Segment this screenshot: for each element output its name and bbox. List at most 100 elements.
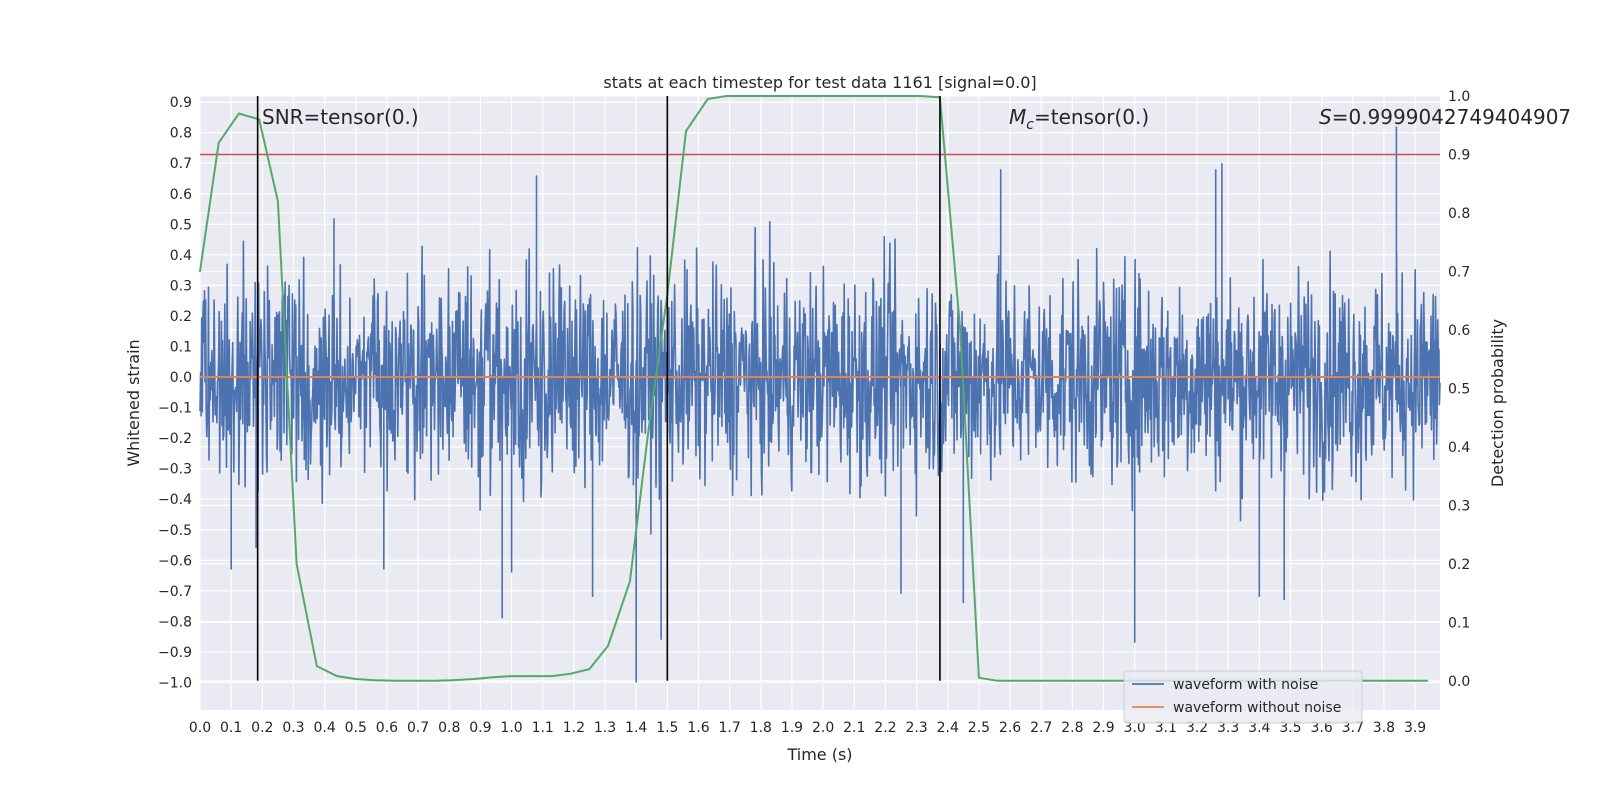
s-symbol: S [1319, 105, 1332, 129]
detection-point [881, 95, 884, 97]
y-tick-label: 0.5 [170, 217, 192, 233]
legend-label-clean: waveform without noise [1173, 700, 1341, 716]
x-tick-label: 0.1 [220, 720, 242, 736]
detection-point [763, 95, 765, 97]
detection-point [373, 679, 376, 681]
x-tick-label: 0.0 [189, 720, 211, 736]
x-tick-label: 3.8 [1373, 720, 1395, 736]
detection-point [569, 672, 572, 675]
snr-annotation: SNR=tensor(0.) [262, 105, 419, 129]
y-tick-label: 0.0 [170, 370, 192, 386]
y2-tick-label: 1.0 [1448, 89, 1470, 105]
y2-tick-label: 0.7 [1448, 264, 1470, 280]
x-tick-label: 2.8 [1061, 720, 1083, 736]
y-tick-label: −0.3 [158, 462, 192, 478]
x-tick-label: 2.6 [999, 720, 1021, 736]
y2-tick-label: 0.9 [1448, 147, 1470, 163]
detection-point [199, 270, 201, 273]
detection-point [316, 665, 318, 667]
y2-tick-label: 0.1 [1448, 615, 1470, 631]
x-tick-label: 0.3 [282, 720, 304, 736]
detection-point [1367, 679, 1370, 682]
detection-point [647, 428, 650, 431]
x-tick-label: 1.0 [500, 720, 522, 736]
x-tick-label: 2.3 [905, 720, 927, 736]
x-tick-label: 3.3 [1217, 720, 1239, 736]
y-tick-label: −0.8 [158, 614, 192, 630]
detection-point [354, 678, 357, 680]
detection-point [900, 95, 902, 97]
detection-point [451, 679, 454, 681]
detection-point [277, 200, 279, 203]
detection-point [258, 118, 260, 121]
mc-subscript: c [1026, 117, 1034, 133]
x-axis-label: Time (s) [786, 745, 852, 764]
detection-point [588, 668, 591, 670]
y2-tick-label: 0.2 [1448, 557, 1470, 573]
detection-point [510, 675, 513, 677]
detection-point [295, 563, 298, 565]
y2-tick-label: 0.6 [1448, 323, 1470, 339]
x-tick-label: 0.4 [313, 720, 335, 736]
detection-point [707, 98, 709, 100]
y-axis-label: Whitened strain [124, 339, 143, 466]
y-tick-label: −0.5 [158, 523, 192, 539]
detection-point [1115, 679, 1117, 682]
event-markers [256, 96, 941, 681]
detection-point [1037, 679, 1039, 682]
y-tick-labels: 0.9 0.8 0.7 0.6 0.5 0.4 0.3 0.2 0.1 0.0 −0.1 −0.2 −0… [158, 95, 192, 691]
detection-point [1096, 679, 1099, 682]
x-tick-label: 1.2 [563, 720, 585, 736]
x-tick-labels: 0.0 0.1 0.2 0.3 0.4 0.5 0.6 0.7 0.8 0.9 1.0 1.1 1.2 1… [189, 720, 1426, 736]
detection-point [492, 676, 494, 679]
y2-tick-label: 0.5 [1448, 381, 1470, 397]
series-waveform-with-noise [199, 126, 1441, 683]
detection-point [238, 112, 240, 115]
detection-point [803, 95, 806, 97]
x-tick-label: 3.2 [1186, 720, 1208, 736]
x-tick-label: 2.4 [937, 720, 959, 736]
x-tick-label: 1.5 [656, 720, 678, 736]
y2-tick-label: 0.8 [1448, 206, 1470, 222]
x-tick-label: 3.7 [1342, 720, 1364, 736]
detection-point [432, 679, 435, 682]
y2-tick-label: 0.4 [1448, 440, 1470, 456]
y-tick-label: −0.6 [158, 553, 192, 569]
x-tick-label: 2.2 [874, 720, 896, 736]
mc-symbol: M [1009, 105, 1026, 129]
detection-point [918, 95, 921, 97]
detection-point [1386, 679, 1388, 682]
x-tick-label: 0.7 [407, 720, 429, 736]
detection-point [629, 580, 631, 583]
y-tick-label: 0.4 [170, 248, 192, 264]
x-tick-label: 2.0 [812, 720, 834, 736]
x-tick-label: 2.5 [968, 720, 990, 736]
detection-point [1055, 679, 1058, 682]
detection-point [473, 678, 475, 680]
y2-tick-label: 0.3 [1448, 498, 1470, 514]
y-tick-label: −0.2 [158, 431, 192, 447]
s-annotation: S=0.9999042749404907 [1319, 105, 1571, 129]
detection-point [978, 677, 980, 679]
y-tick-label: 0.8 [170, 126, 192, 142]
x-tick-label: 0.9 [469, 720, 491, 736]
x-tick-label: 3.1 [1155, 720, 1177, 736]
y-tick-label: 0.3 [170, 278, 192, 294]
detection-point [744, 95, 747, 97]
x-tick-label: 1.4 [625, 720, 647, 736]
x-tick-label: 0.2 [251, 720, 273, 736]
detection-point [217, 141, 220, 144]
detection-point [414, 679, 416, 682]
noise-trace [199, 126, 1441, 683]
x-tick-label: 1.9 [781, 720, 803, 736]
x-tick-label: 1.1 [532, 720, 554, 736]
detection-point [1408, 679, 1410, 682]
y-tick-label: −0.1 [158, 401, 192, 417]
detection-point [725, 95, 728, 97]
detection-point [996, 679, 999, 682]
detection-point [1018, 679, 1021, 682]
x-tick-label: 2.7 [1030, 720, 1052, 736]
x-tick-label: 0.8 [438, 720, 460, 736]
x-tick-label: 1.7 [719, 720, 741, 736]
